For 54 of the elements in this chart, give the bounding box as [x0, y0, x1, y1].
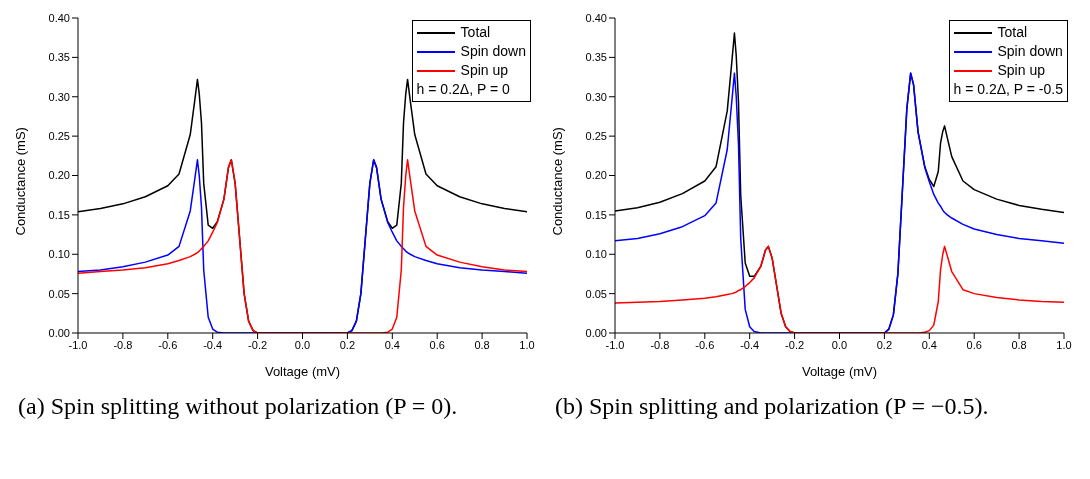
x-tick-label: -1.0: [605, 338, 625, 351]
x-axis-title: Voltage (mV): [801, 364, 878, 379]
x-tick-label: -0.6: [158, 338, 178, 351]
x-tick-label: -0.2: [785, 338, 805, 351]
y-tick-label: 0.05: [585, 287, 607, 300]
x-tick-label: 0.6: [429, 338, 445, 351]
y-axis-title: Conductance (mS): [12, 127, 28, 236]
legend-label: Spin up: [460, 61, 509, 80]
x-tick-label: 0.4: [921, 338, 937, 351]
legend-label: Spin down: [997, 42, 1063, 61]
y-tick-label: 0.25: [48, 130, 70, 143]
x-tick-label: 0.8: [474, 338, 490, 351]
y-tick-label: 0.40: [48, 11, 70, 24]
y-tick-label: 0.05: [48, 287, 70, 300]
x-tick-label: -0.6: [695, 338, 715, 351]
x-tick-label: 1.0: [519, 338, 535, 351]
annotation: h = 0.2Δ, P = 0: [416, 80, 511, 99]
y-tick-label: 0.20: [585, 169, 607, 182]
x-tick-label: 1.0: [1056, 338, 1072, 351]
annotation: h = 0.2Δ, P = -0.5: [953, 80, 1063, 99]
x-tick-label: -0.8: [650, 338, 670, 351]
y-axis-title: Conductance (mS): [549, 127, 565, 236]
x-tick-label: -0.4: [203, 338, 223, 351]
x-tick-label: -0.4: [740, 338, 760, 351]
x-tick-label: -0.8: [113, 338, 133, 351]
x-axis-title: Voltage (mV): [264, 364, 341, 379]
x-tick-label: 0.8: [1011, 338, 1027, 351]
y-tick-label: 0.35: [48, 51, 70, 64]
legend-label: Spin down: [460, 42, 526, 61]
y-tick-label: 0.15: [585, 208, 607, 221]
x-tick-label: 0.4: [384, 338, 400, 351]
y-tick-label: 0.20: [48, 169, 70, 182]
x-tick-label: 0.2: [339, 338, 356, 351]
y-tick-label: 0.00: [585, 326, 607, 339]
legend-label: Total: [460, 23, 491, 42]
x-tick-label: 0.0: [294, 338, 311, 351]
x-tick-label: -0.2: [248, 338, 268, 351]
text: (b) Spin splitting and polarization (P = −0.5).: [554, 392, 990, 420]
y-tick-label: 0.40: [585, 11, 607, 24]
x-tick-label: -1.0: [68, 338, 88, 351]
y-tick-label: 0.10: [48, 248, 70, 261]
y-tick-label: 0.10: [585, 248, 607, 261]
y-tick-label: 0.25: [585, 130, 607, 143]
x-tick-label: 0.0: [831, 338, 848, 351]
y-tick-label: 0.30: [585, 90, 607, 103]
y-tick-label: 0.30: [48, 90, 70, 103]
legend-label: Spin up: [997, 61, 1045, 80]
x-tick-label: 0.6: [966, 338, 982, 351]
y-tick-label: 0.35: [585, 51, 607, 64]
legend-label: Total: [997, 23, 1028, 42]
y-tick-label: 0.00: [48, 326, 70, 339]
text: (a) Spin splitting without polarization (P = 0).: [17, 392, 459, 420]
y-tick-label: 0.15: [48, 208, 70, 221]
x-tick-label: 0.2: [876, 338, 893, 351]
